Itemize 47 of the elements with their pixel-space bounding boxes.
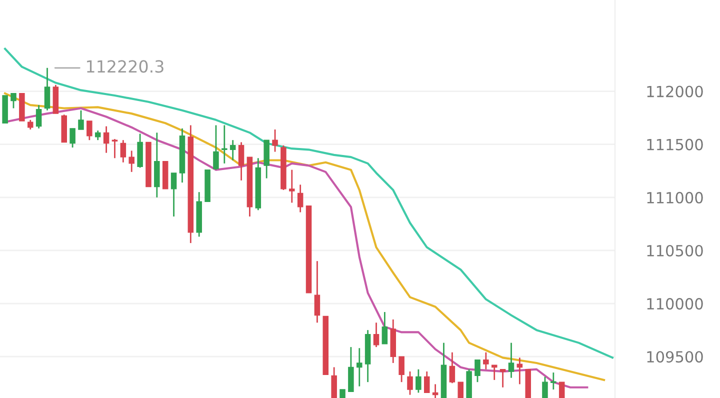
candlestick xyxy=(272,128,278,152)
y-tick-label: 109500 xyxy=(647,351,703,363)
candlestick xyxy=(356,347,362,388)
candlestick xyxy=(398,356,404,383)
y-tick-label: 112000 xyxy=(647,86,703,98)
y-tick-label: 111000 xyxy=(647,192,703,204)
candlestick xyxy=(314,260,320,324)
line-series xyxy=(4,48,614,359)
y-tick-label: 110000 xyxy=(647,298,703,310)
candlestick xyxy=(373,322,380,348)
candlestick xyxy=(508,342,514,379)
candlestick xyxy=(500,368,506,388)
annotation: 112220.3 xyxy=(87,60,164,73)
candlestick xyxy=(86,120,92,141)
candlestick xyxy=(230,139,236,161)
candlestick xyxy=(474,359,480,383)
candlestick xyxy=(27,119,34,130)
candlestick xyxy=(331,366,337,398)
candlestick xyxy=(458,381,464,398)
candlestick xyxy=(103,126,110,154)
candlestick xyxy=(112,138,118,159)
candlestick xyxy=(382,311,388,345)
candlestick xyxy=(449,352,456,384)
candlestick xyxy=(558,381,565,398)
candlestick xyxy=(542,376,548,398)
candlestick xyxy=(289,169,295,204)
candlestick xyxy=(170,172,177,218)
candlestick xyxy=(120,139,126,164)
candlestick xyxy=(297,184,304,213)
candlestick xyxy=(222,124,228,164)
candlestick xyxy=(128,150,134,173)
candlestick xyxy=(213,124,219,171)
y-tick-label: 110500 xyxy=(647,244,703,256)
candlestick xyxy=(44,67,50,112)
candlestick xyxy=(238,142,244,182)
candlestick xyxy=(424,370,430,394)
candlestick xyxy=(70,128,76,148)
candlestick xyxy=(36,104,42,130)
candlestick xyxy=(78,110,84,130)
candlestick xyxy=(94,130,101,141)
y-tick-label: 111500 xyxy=(647,138,703,150)
candlestick xyxy=(550,372,556,390)
candlestick xyxy=(407,370,413,396)
candlestick xyxy=(10,92,16,109)
candlestick xyxy=(416,368,422,394)
candlestick xyxy=(483,352,489,370)
candlestick xyxy=(516,356,523,385)
